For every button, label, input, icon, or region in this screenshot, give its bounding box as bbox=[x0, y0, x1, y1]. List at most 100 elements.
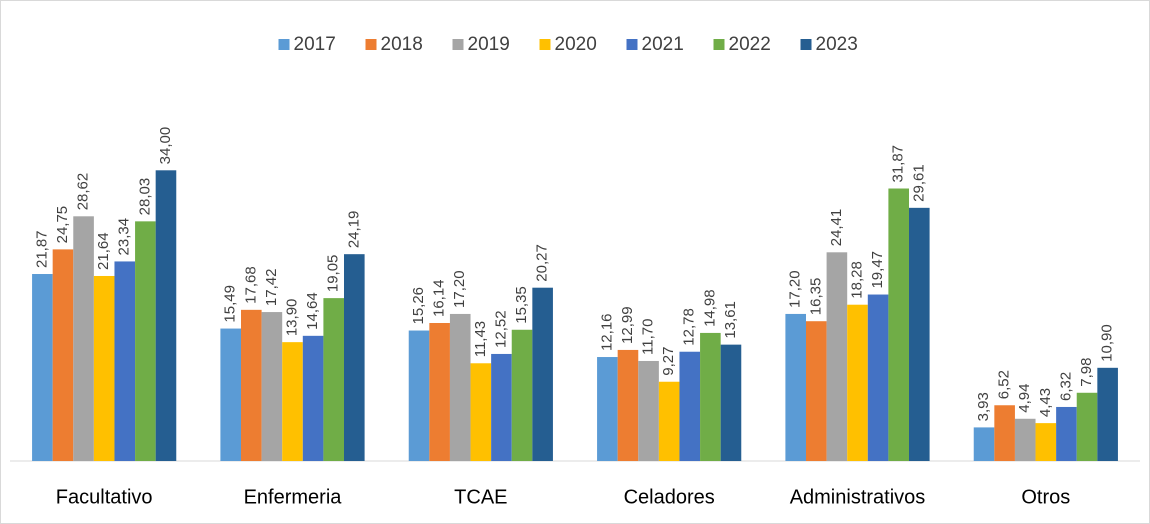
legend-label: 2019 bbox=[468, 34, 510, 55]
data-label: 12,16 bbox=[598, 313, 615, 351]
x-tick-label: Enfermeria bbox=[244, 486, 343, 508]
bar bbox=[806, 321, 827, 461]
data-label: 17,68 bbox=[242, 266, 259, 304]
data-label: 23,34 bbox=[116, 218, 133, 256]
bar bbox=[532, 287, 553, 461]
bar bbox=[511, 329, 533, 461]
legend-swatch bbox=[800, 39, 812, 50]
data-label: 14,98 bbox=[701, 289, 718, 327]
data-label: 24,19 bbox=[345, 211, 362, 249]
data-label: 28,03 bbox=[136, 178, 153, 216]
data-label: 11,43 bbox=[472, 321, 489, 357]
bar bbox=[449, 313, 471, 461]
data-label: 12,78 bbox=[681, 308, 698, 346]
bar bbox=[826, 252, 848, 461]
bar bbox=[785, 313, 806, 461]
data-label: 3,93 bbox=[975, 392, 992, 421]
bar bbox=[638, 360, 659, 461]
legend-label: 2018 bbox=[381, 34, 423, 55]
bar bbox=[867, 294, 889, 461]
bar bbox=[429, 323, 450, 461]
x-tick-label: Otros bbox=[1021, 486, 1070, 508]
x-tick-label: Administrativos bbox=[790, 486, 926, 508]
data-label: 13,90 bbox=[283, 299, 300, 337]
data-label: 18,28 bbox=[848, 261, 865, 299]
data-label: 4,94 bbox=[1016, 384, 1033, 413]
data-label: 34,00 bbox=[157, 127, 174, 165]
bar bbox=[261, 312, 283, 461]
legend-swatch bbox=[626, 39, 638, 50]
bar bbox=[909, 207, 930, 461]
bar bbox=[491, 353, 512, 461]
legend-label: 2022 bbox=[729, 34, 771, 55]
data-label: 6,52 bbox=[996, 370, 1013, 399]
data-label: 14,64 bbox=[304, 292, 321, 330]
legend-label: 2023 bbox=[816, 34, 858, 55]
legend-swatch bbox=[278, 39, 290, 50]
bar bbox=[847, 304, 868, 461]
bar bbox=[720, 344, 742, 461]
data-label: 12,99 bbox=[619, 306, 636, 344]
bar bbox=[155, 170, 177, 462]
legend-label: 2017 bbox=[294, 34, 336, 55]
bar bbox=[93, 275, 115, 461]
legend-label: 2020 bbox=[555, 34, 597, 55]
legend-swatch bbox=[452, 39, 464, 50]
bar bbox=[994, 405, 1015, 461]
data-label: 12,52 bbox=[492, 310, 509, 348]
data-label: 16,14 bbox=[431, 279, 448, 317]
data-label: 17,20 bbox=[451, 270, 468, 308]
data-label: 7,98 bbox=[1078, 358, 1095, 387]
legend-swatch bbox=[539, 39, 551, 50]
data-label: 20,27 bbox=[534, 244, 551, 282]
bar bbox=[679, 351, 701, 461]
bar bbox=[32, 274, 53, 461]
bar bbox=[52, 249, 74, 461]
data-label: 4,43 bbox=[1037, 388, 1054, 417]
data-label: 10,90 bbox=[1099, 324, 1116, 362]
data-label: 24,41 bbox=[828, 209, 845, 247]
bar bbox=[700, 332, 721, 461]
bar bbox=[1056, 406, 1077, 461]
x-tick-label: TCAE bbox=[454, 486, 507, 508]
data-label: 17,42 bbox=[263, 269, 280, 307]
data-label: 16,35 bbox=[807, 278, 824, 316]
bar bbox=[114, 261, 136, 461]
bar bbox=[282, 342, 303, 461]
bar bbox=[344, 254, 365, 461]
data-label: 21,64 bbox=[95, 232, 112, 270]
bar bbox=[973, 427, 995, 461]
bar bbox=[408, 330, 430, 461]
bar bbox=[617, 349, 639, 461]
x-tick-label: Celadores bbox=[624, 486, 715, 508]
data-label: 24,75 bbox=[54, 206, 71, 244]
bar bbox=[1035, 423, 1057, 461]
bar bbox=[1097, 367, 1118, 461]
data-label: 15,49 bbox=[222, 285, 239, 323]
data-label: 19,47 bbox=[869, 251, 886, 289]
data-label: 19,05 bbox=[325, 255, 342, 293]
bar bbox=[302, 335, 324, 461]
bar bbox=[658, 381, 680, 461]
data-label: 28,62 bbox=[75, 173, 92, 211]
bar bbox=[323, 298, 344, 461]
data-label: 17,20 bbox=[787, 270, 804, 308]
data-label: 15,35 bbox=[513, 286, 530, 324]
bar bbox=[241, 309, 262, 461]
bar bbox=[135, 221, 156, 461]
data-label: 21,87 bbox=[33, 230, 50, 268]
bar bbox=[73, 216, 94, 461]
data-label: 11,70 bbox=[640, 319, 657, 355]
legend-label: 2021 bbox=[642, 34, 684, 55]
x-tick-label: Facultativo bbox=[56, 486, 153, 508]
legend-swatch bbox=[713, 39, 725, 50]
bar bbox=[220, 328, 241, 461]
bar bbox=[1014, 418, 1036, 461]
data-label: 15,26 bbox=[410, 287, 427, 325]
bar bbox=[597, 357, 618, 461]
data-label: 6,32 bbox=[1057, 372, 1074, 401]
legend-swatch bbox=[365, 39, 377, 50]
bar bbox=[888, 188, 909, 461]
